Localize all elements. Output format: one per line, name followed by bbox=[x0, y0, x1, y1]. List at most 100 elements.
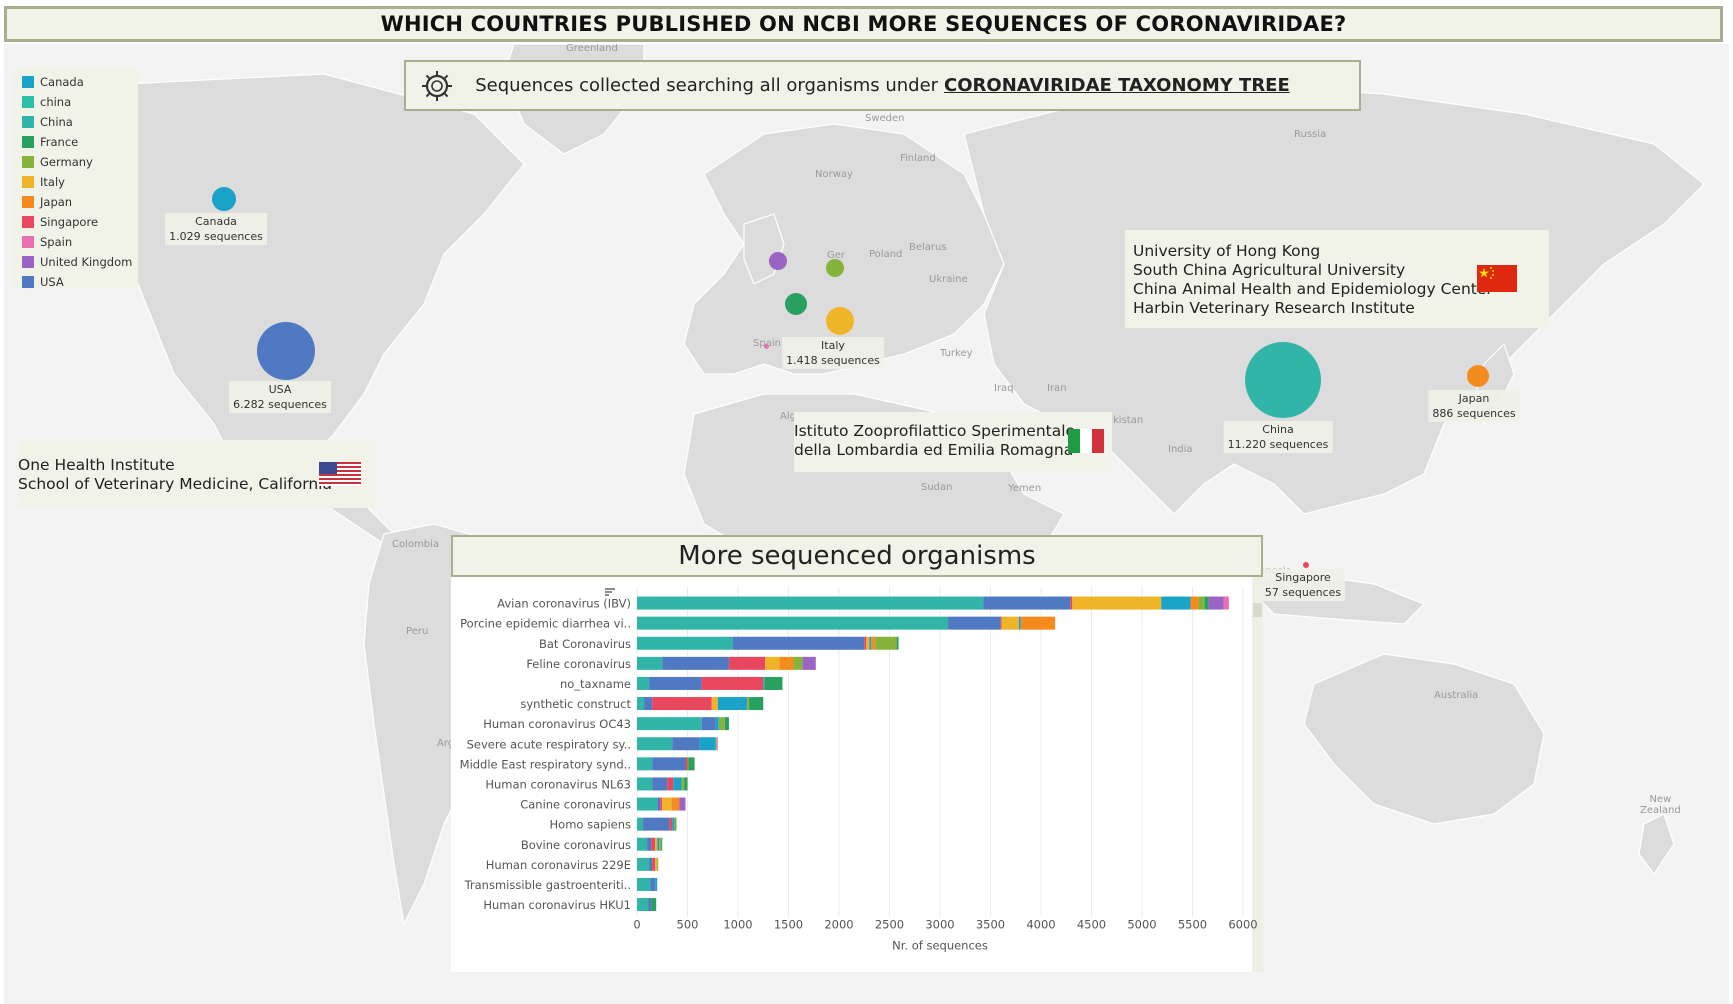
legend-item[interactable]: Spain bbox=[22, 232, 138, 252]
bar-segment-usa[interactable] bbox=[644, 697, 653, 711]
bar-segment-canada[interactable] bbox=[1018, 616, 1021, 630]
bar-segment-france[interactable] bbox=[688, 757, 695, 771]
bar-segment-germany[interactable] bbox=[793, 656, 803, 670]
bubble-usa[interactable] bbox=[257, 322, 315, 380]
bubble-italy[interactable] bbox=[826, 307, 854, 335]
bar-segment-france[interactable] bbox=[675, 817, 677, 831]
bar-segment-canada[interactable] bbox=[673, 777, 682, 791]
bar-segment-germany[interactable] bbox=[747, 697, 750, 711]
bar-segment-canada[interactable] bbox=[655, 877, 658, 891]
bar-segment-usa[interactable] bbox=[649, 857, 653, 871]
bar-segment-japan[interactable] bbox=[1190, 596, 1199, 610]
bar-segment-canada[interactable] bbox=[715, 717, 719, 731]
bar-segment-united-kingdom[interactable] bbox=[679, 797, 686, 811]
bar-segment-italy[interactable] bbox=[866, 636, 870, 650]
bar-segment-spain[interactable] bbox=[716, 737, 718, 751]
bubble-france[interactable] bbox=[785, 293, 807, 315]
bar-segment-japan[interactable] bbox=[671, 797, 680, 811]
bar-segment-china[interactable] bbox=[637, 616, 949, 630]
bar-segment-usa[interactable] bbox=[643, 817, 670, 831]
bar-segment-singapore[interactable] bbox=[685, 757, 688, 771]
bar-segment-usa[interactable] bbox=[648, 898, 652, 912]
bar-segment-china[interactable] bbox=[637, 837, 648, 851]
bubble-singapore[interactable] bbox=[1303, 562, 1309, 568]
bar-segment-germany[interactable] bbox=[687, 757, 689, 771]
bar-segment-spain[interactable] bbox=[1223, 596, 1229, 610]
bar-segment-france[interactable] bbox=[896, 636, 899, 650]
organisms-bar-chart[interactable]: Avian coronavirus (IBV) Porcine epidemic … bbox=[451, 577, 1263, 972]
bar-segment-china[interactable] bbox=[637, 817, 644, 831]
bar-segment-italy[interactable] bbox=[655, 837, 658, 851]
legend-item[interactable]: Japan bbox=[22, 192, 138, 212]
bar-segment-france[interactable] bbox=[1204, 596, 1209, 610]
bubble-spain[interactable] bbox=[763, 343, 769, 349]
sort-icon[interactable] bbox=[605, 588, 615, 596]
bar-segment-france[interactable] bbox=[724, 717, 729, 731]
bar-segment-usa[interactable] bbox=[652, 757, 686, 771]
bar-segment-canada[interactable] bbox=[717, 697, 748, 711]
bar-segment-usa[interactable] bbox=[650, 877, 656, 891]
bar-segment-singapore[interactable] bbox=[667, 777, 674, 791]
legend-item[interactable]: Canada bbox=[22, 72, 138, 92]
bar-segment-france[interactable] bbox=[749, 697, 764, 711]
bar-segment-usa[interactable] bbox=[948, 616, 1001, 630]
bar-segment-germany[interactable] bbox=[657, 857, 659, 871]
bubble-china[interactable] bbox=[1245, 342, 1321, 418]
bar-segment-singapore[interactable] bbox=[652, 697, 712, 711]
bar-segment-china[interactable] bbox=[637, 636, 733, 650]
bar-segment-canada[interactable] bbox=[763, 676, 765, 690]
legend-item[interactable]: USA bbox=[22, 272, 138, 292]
bar-segment-canada[interactable] bbox=[699, 737, 716, 751]
bar-segment-united-kingdom[interactable] bbox=[802, 656, 816, 670]
bar-segment-japan[interactable] bbox=[871, 636, 876, 650]
bar-segment-italy[interactable] bbox=[662, 797, 672, 811]
bar-segment-usa[interactable] bbox=[732, 636, 865, 650]
bubble-germany[interactable] bbox=[826, 259, 844, 277]
bar-segment-singapore[interactable] bbox=[660, 797, 663, 811]
bubble-united-kingdom[interactable] bbox=[769, 252, 787, 270]
legend-item[interactable]: Germany bbox=[22, 152, 138, 172]
bar-segment-singapore[interactable] bbox=[669, 817, 673, 831]
bar-segment-china[interactable] bbox=[637, 656, 663, 670]
bar-segment-usa[interactable] bbox=[652, 777, 668, 791]
bar-segment-china[interactable] bbox=[637, 877, 651, 891]
bar-segment-italy[interactable] bbox=[655, 857, 658, 871]
bar-segment-usa[interactable] bbox=[662, 656, 729, 670]
bar-segment-usa[interactable] bbox=[983, 596, 1071, 610]
bar-segment-germany[interactable] bbox=[674, 817, 676, 831]
legend-item[interactable]: china bbox=[22, 92, 138, 112]
chart-scroll-thumb[interactable] bbox=[1253, 603, 1262, 617]
bar-segment-germany[interactable] bbox=[1198, 596, 1205, 610]
bubble-canada[interactable] bbox=[212, 187, 236, 211]
bar-segment-usa[interactable] bbox=[647, 837, 652, 851]
bar-segment-china[interactable] bbox=[637, 676, 650, 690]
bar-segment-china[interactable] bbox=[637, 596, 984, 610]
bar-segment-china[interactable] bbox=[637, 737, 673, 751]
legend-item[interactable]: China bbox=[22, 112, 138, 132]
bar-segment-singapore[interactable] bbox=[651, 837, 656, 851]
bar-segment-usa[interactable] bbox=[657, 797, 661, 811]
bar-segment-japan[interactable] bbox=[1020, 616, 1056, 630]
bar-segment-canada[interactable] bbox=[869, 636, 872, 650]
bar-segment-china[interactable] bbox=[637, 757, 653, 771]
bar-segment-japan[interactable] bbox=[779, 656, 794, 670]
bar-segment-canada[interactable] bbox=[1161, 596, 1191, 610]
bar-segment-germany[interactable] bbox=[718, 717, 725, 731]
bar-segment-singapore[interactable] bbox=[864, 636, 867, 650]
bar-segment-italy[interactable] bbox=[711, 697, 718, 711]
bubble-japan[interactable] bbox=[1467, 365, 1489, 387]
bar-segment-france[interactable] bbox=[661, 837, 663, 851]
bar-segment-usa[interactable] bbox=[649, 676, 702, 690]
bar-segment-france[interactable] bbox=[651, 898, 657, 912]
bar-segment-singapore[interactable] bbox=[728, 656, 766, 670]
bar-segment-italy[interactable] bbox=[1072, 596, 1162, 610]
bar-segment-china[interactable] bbox=[637, 697, 645, 711]
bar-segment-china[interactable] bbox=[637, 797, 658, 811]
bar-segment-singapore[interactable] bbox=[652, 857, 656, 871]
bar-segment-italy[interactable] bbox=[765, 656, 780, 670]
bar-segment-canada[interactable] bbox=[672, 817, 675, 831]
legend-item[interactable]: Italy bbox=[22, 172, 138, 192]
bar-segment-singapore[interactable] bbox=[701, 676, 764, 690]
bar-segment-singapore[interactable] bbox=[1070, 596, 1073, 610]
legend-item[interactable]: Singapore bbox=[22, 212, 138, 232]
